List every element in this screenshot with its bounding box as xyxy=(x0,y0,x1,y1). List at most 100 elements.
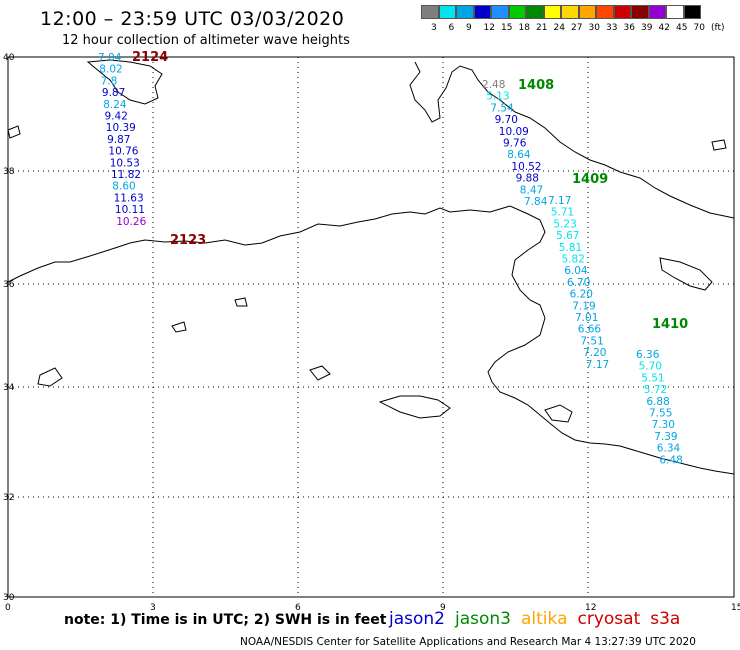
wave-height-value: 7.51 xyxy=(580,335,603,347)
wave-height-value: 7.30 xyxy=(652,419,675,431)
wave-height-value: 6.66 xyxy=(578,324,602,336)
page-subtitle: 12 hour collection of altimeter wave hei… xyxy=(62,33,350,48)
north-africa-coast xyxy=(7,205,735,475)
wave-height-value: 7.04 xyxy=(98,52,122,64)
legend-swatch xyxy=(631,5,649,19)
legend-swatch xyxy=(473,5,491,19)
wave-height-value: 8.60 xyxy=(112,181,135,193)
coastlines xyxy=(7,59,735,475)
wave-height-value: 11.82 xyxy=(111,169,141,181)
wave-height-value: 2.48 xyxy=(482,79,505,91)
wave-height-value: 7.19 xyxy=(572,300,595,312)
legend-swatch xyxy=(508,5,526,19)
legend-label: (ft) xyxy=(711,23,725,33)
page-title: 12:00 – 23:59 UTC 03/03/2020 xyxy=(40,8,345,30)
credit-line: NOAA/NESDIS Center for Satellite Applica… xyxy=(240,636,696,648)
balearic-coast xyxy=(7,125,21,139)
x-tick-label: 6 xyxy=(295,603,301,613)
satellite-legend: jason2 jason3 altika cryosat s3a xyxy=(389,609,690,629)
wave-height-value: 9.70 xyxy=(495,114,518,126)
legend-label: 27 xyxy=(571,23,583,33)
altimeter-tracks: 7.048.027.89.878.249.4210.399.8710.7610.… xyxy=(98,50,688,466)
wave-height-value: 7.55 xyxy=(649,408,672,420)
satellite-name: altika xyxy=(521,609,568,629)
legend-label: 70 xyxy=(693,23,705,33)
cyprus-coast xyxy=(544,404,573,423)
wave-height-value: 11.63 xyxy=(114,192,144,204)
x-tick-label: 0 xyxy=(5,603,11,613)
crete-coast xyxy=(378,395,451,419)
wave-height-value: 6.04 xyxy=(564,265,588,277)
wave-height-value: 8.02 xyxy=(99,64,122,76)
x-tick-label: 3 xyxy=(150,603,156,613)
map-frame xyxy=(7,56,735,598)
legend-swatch xyxy=(683,5,701,19)
wave-height-value: 5.13 xyxy=(486,91,509,103)
satellite-name: jason2 xyxy=(389,609,445,629)
wave-height-value: 7.01 xyxy=(575,312,598,324)
wave-height-value: 6.20 xyxy=(570,289,593,301)
legend-label: 24 xyxy=(553,23,565,33)
legend-swatch xyxy=(578,5,596,19)
legend-label: 36 xyxy=(623,23,635,33)
color-scale-legend xyxy=(421,5,701,21)
wave-height-value: 5.71 xyxy=(551,207,574,219)
legend-label: 33 xyxy=(606,23,618,33)
satellite-name: cryosat xyxy=(577,609,641,629)
legend-swatch xyxy=(543,5,561,19)
pass-number-label: 1410 xyxy=(652,317,688,332)
legend-swatch xyxy=(561,5,579,19)
wave-height-value: 6.70 xyxy=(567,277,590,289)
y-tick-label: 36 xyxy=(3,280,15,290)
wave-height-value: 9.42 xyxy=(105,111,128,123)
wave-height-value: 9.87 xyxy=(107,134,130,146)
satellite-name: jason3 xyxy=(455,609,511,629)
wave-height-value: 9.76 xyxy=(503,138,527,150)
sicily-coast xyxy=(659,257,713,291)
legend-swatch xyxy=(526,5,544,19)
wave-height-value: 6.48 xyxy=(659,454,682,466)
wave-height-value: 9.88 xyxy=(516,173,539,185)
wave-height-value: 7.17 xyxy=(548,195,571,207)
wave-height-value: 5.72 xyxy=(644,384,667,396)
legend-label: 12 xyxy=(483,23,495,33)
legend-label: 3 xyxy=(431,23,437,33)
legend-swatch xyxy=(438,5,456,19)
wave-height-value: 5.23 xyxy=(553,218,576,230)
wave-height-value: 8.47 xyxy=(520,184,543,196)
wave-height-value: 9.87 xyxy=(102,87,125,99)
aegean-islands xyxy=(37,139,727,387)
footnote: note: 1) Time is in UTC; 2) SWH is in fe… xyxy=(64,612,387,628)
legend-label: 21 xyxy=(536,23,548,33)
wave-height-value: 10.11 xyxy=(115,204,145,216)
wave-height-value: 6.34 xyxy=(657,443,681,455)
wave-height-value: 10.26 xyxy=(116,216,146,228)
satellite-name: s3a xyxy=(650,609,681,629)
legend-swatch xyxy=(456,5,474,19)
pass-number-label: 2123 xyxy=(170,233,206,248)
wave-height-value: 8.24 xyxy=(103,99,127,111)
wave-height-value: 5.51 xyxy=(641,372,664,384)
legend-label: 42 xyxy=(658,23,670,33)
wave-height-value: 7.84 xyxy=(524,196,548,208)
italy-coast xyxy=(409,61,735,219)
wave-height-value: 6.88 xyxy=(646,396,669,408)
legend-label: 9 xyxy=(466,23,472,33)
lat-lon-grid xyxy=(8,57,734,597)
wave-height-value: 7.17 xyxy=(586,359,609,371)
legend-swatch xyxy=(648,5,666,19)
sardinia-coast xyxy=(86,59,163,105)
legend-label: 39 xyxy=(641,23,653,33)
pass-number-label: 1409 xyxy=(572,172,608,187)
wave-height-value: 10.53 xyxy=(110,157,140,169)
pass-number-label: 2124 xyxy=(132,50,168,65)
wave-height-value: 5.82 xyxy=(562,254,585,266)
x-tick-label: 9 xyxy=(440,603,446,613)
legend-swatch xyxy=(666,5,684,19)
legend-label: 15 xyxy=(501,23,513,33)
legend-swatch xyxy=(491,5,509,19)
wave-height-value: 10.52 xyxy=(511,161,541,173)
legend-swatch xyxy=(613,5,631,19)
wave-height-value: 7.8 xyxy=(101,75,118,87)
